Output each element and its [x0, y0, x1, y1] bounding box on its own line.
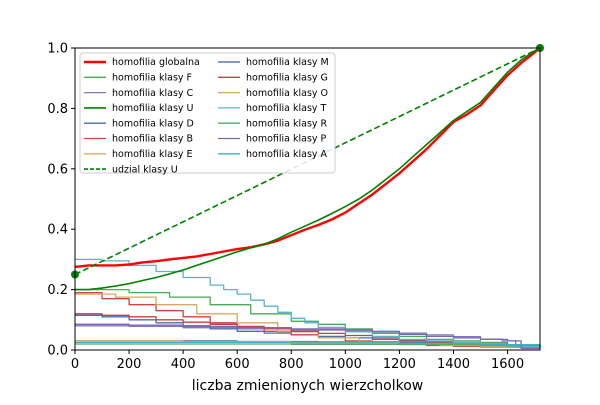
y-tick-label: 0.8 [47, 102, 68, 117]
y-tick-label: 0.4 [47, 223, 68, 238]
legend-label: homofilia klasy G [246, 73, 328, 84]
series-layer [71, 44, 544, 350]
legend-label: homofilia klasy R [246, 118, 328, 129]
series-line-homofilia-klasy-G [75, 313, 541, 347]
legend-label: udzial klasy U [112, 164, 178, 175]
legend-label: homofilia klasy C [112, 88, 194, 99]
legend: homofilia globalna homofilia klasy F homof… [79, 52, 336, 175]
x-tick-label: 200 [117, 357, 142, 372]
x-tick-label: 800 [279, 357, 304, 372]
series-line-homofilia-klasy-E [75, 293, 541, 348]
y-axis-ticks: 0.0 0.2 0.4 0.6 0.8 1.0 [47, 42, 75, 359]
x-axis-ticks: 0 200 400 600 800 1000 1200 1400 1600 [71, 350, 524, 372]
legend-label: homofilia klasy F [112, 73, 192, 84]
y-tick-label: 1.0 [47, 42, 68, 57]
legend-label: homofilia klasy T [246, 103, 327, 114]
y-tick-label: 0.6 [47, 162, 68, 177]
series-line-homofilia-klasy-F [75, 288, 541, 347]
x-tick-label: 1400 [437, 357, 470, 372]
x-tick-label: 400 [171, 357, 196, 372]
legend-label: homofilia klasy O [246, 88, 328, 99]
series-line-udzial-klasy-U [74, 47, 541, 276]
legend-label: homofilia klasy A [246, 149, 328, 160]
x-tick-label: 1200 [383, 357, 416, 372]
y-tick-label: 0.0 [47, 344, 68, 359]
series-line-homofilia-klasy-T [75, 258, 541, 348]
legend-label: homofilia klasy P [246, 134, 327, 145]
series-line-homofilia-klasy-R [75, 343, 541, 347]
legend-label: homofilia klasy B [112, 134, 193, 145]
legend-label: homofilia klasy D [112, 118, 194, 129]
legend-label: homofilia klasy E [112, 149, 193, 160]
x-tick-label: 600 [225, 357, 250, 372]
x-tick-label: 1000 [329, 357, 362, 372]
x-tick-label: 1600 [491, 357, 524, 372]
x-tick-label: 0 [71, 357, 79, 372]
series-line-homofilia-klasy-A [75, 341, 541, 347]
legend-label: homofilia klasy M [246, 57, 329, 68]
legend-label: homofilia globalna [112, 57, 200, 68]
plot-frame [74, 47, 541, 351]
series-line-homofilia-klasy-U [75, 47, 541, 291]
legend-label: homofilia klasy U [112, 103, 194, 114]
series-line-homofilia-globalna [74, 47, 541, 269]
x-axis-label: liczba zmienionych wierzcholkow [192, 378, 423, 394]
legend-box [79, 52, 336, 174]
y-tick-label: 0.2 [47, 283, 68, 298]
series-line-homofilia-klasy-P [75, 323, 540, 350]
